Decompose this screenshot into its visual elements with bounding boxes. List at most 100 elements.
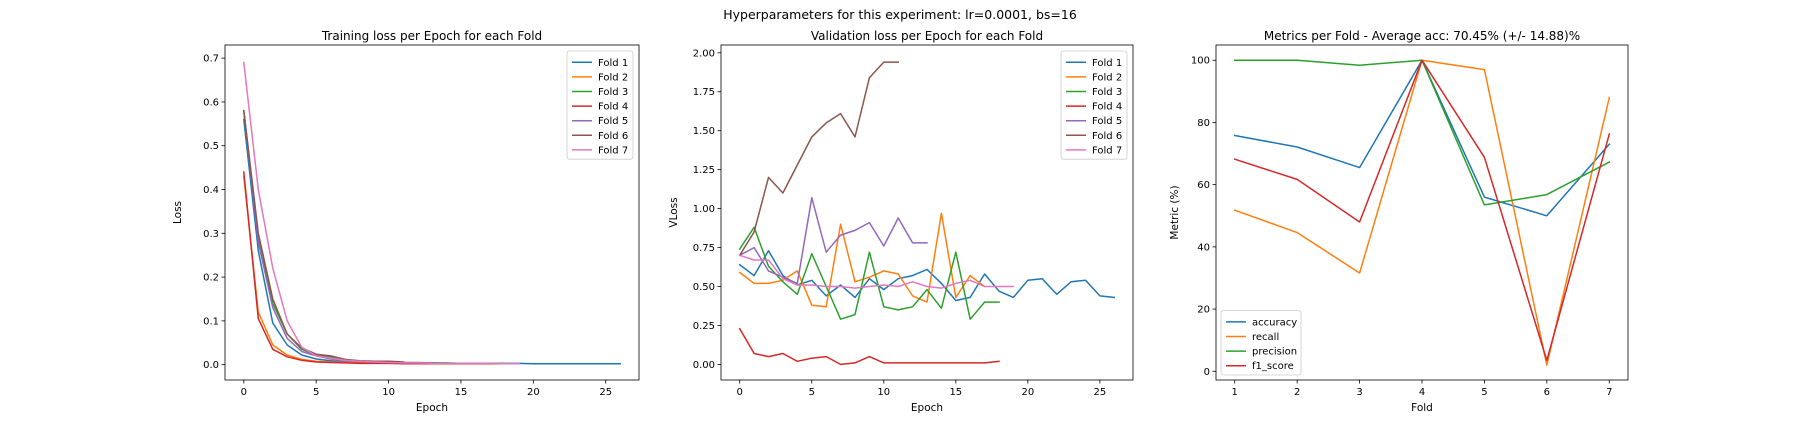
legend-label: Fold 5 [598,116,628,127]
x-tick-label: 0 [241,387,247,398]
x-tick-label: 20 [1021,387,1034,398]
y-tick-label: 1.50 [693,126,715,137]
x-axis-label: Epoch [416,402,448,414]
plot-area [738,61,1116,366]
x-tick-label: 2 [1294,387,1300,398]
legend-label: Fold 1 [598,58,628,69]
series-line-3 [1233,59,1611,206]
series-line-5 [738,196,928,285]
y-tick-label: 0 [1204,367,1210,378]
legend-box [566,50,634,160]
series-line-7 [738,254,1015,289]
y-tick-label: 0.3 [203,229,219,240]
x-tick-label: 4 [1419,387,1425,398]
legend-label: precision [1252,347,1297,358]
y-tick-label: 100 [1191,56,1210,67]
legend-label: Fold 2 [1092,72,1122,83]
x-tick-label: 25 [599,387,612,398]
series-line-3 [738,226,1000,320]
y-tick-label: 0.2 [203,273,219,284]
y-tick-label: 0.1 [203,316,219,327]
y-axis-label: VLoss [668,197,680,227]
series-line-4 [1233,59,1611,362]
legend-label: Fold 7 [1092,145,1122,156]
y-tick-label: 0.50 [693,282,715,293]
legend-label: Fold 6 [1092,131,1122,142]
x-tick-label: 20 [527,387,540,398]
x-axis-label: Fold [1411,402,1433,414]
legend: Fold 1 Fold 2 Fold 3 Fold 4 Fold 5 Fold 6 Fold… [566,50,634,160]
y-axis-label: Loss [172,201,184,224]
x-tick-label: 10 [877,387,890,398]
legend-box [1220,310,1302,376]
x-tick-label: 1 [1232,387,1238,398]
legend-label: Fold 1 [1092,58,1122,69]
legend-label: Fold 7 [598,145,628,156]
axes-frame [720,44,1134,381]
panel-title: Metrics per Fold - Average acc: 70.45% (… [1264,29,1580,43]
panel-validation-loss: Validation loss per Epoch for each Fold … [668,29,1134,414]
x-tick-label: 10 [382,387,395,398]
legend: accuracy recall precision f1_score [1220,310,1302,376]
x-axis-label: Epoch [911,402,943,414]
y-tick-label: 20 [1197,305,1210,316]
plot-area [1233,59,1611,366]
x-tick-label: 5 [809,387,815,398]
series-line-2 [738,212,986,308]
x-tick-label: 7 [1606,387,1612,398]
series-line-6 [242,109,404,363]
y-tick-label: 1.25 [693,165,715,176]
series-line-6 [738,61,899,257]
series-line-1 [1233,59,1611,217]
y-tick-label: 0.25 [693,321,715,332]
legend-label: recall [1252,332,1279,343]
x-tick-label: 5 [1481,387,1487,398]
series-line-4 [242,171,506,365]
y-tick-label: 0.6 [203,97,219,108]
y-tick-label: 0.0 [203,360,219,371]
legend-label: Fold 2 [598,72,628,83]
y-tick-label: 0.5 [203,141,219,152]
y-tick-label: 40 [1197,242,1210,253]
legend-label: Fold 4 [598,102,628,113]
y-tick-label: 0.4 [203,185,219,196]
series-line-2 [242,175,520,365]
panel-title: Training loss per Epoch for each Fold [321,29,542,43]
legend-label: Fold 5 [1092,116,1122,127]
x-tick-label: 6 [1544,387,1550,398]
legend: Fold 1 Fold 2 Fold 3 Fold 4 Fold 5 Fold 6 Fold… [1060,50,1128,160]
x-tick-label: 5 [313,387,319,398]
y-axis-label: Metric (%) [1169,185,1181,239]
axes-frame [224,44,640,381]
legend-label: Fold 6 [598,131,628,142]
y-tick-label: 0.7 [203,54,219,65]
x-tick-label: 25 [1094,387,1107,398]
series-line-1 [242,118,621,365]
x-tick-label: 15 [949,387,962,398]
series-line-4 [738,327,1000,366]
panel-training-loss: Training loss per Epoch for each Fold Ep… [172,29,640,414]
y-tick-label: 1.00 [693,204,715,215]
x-tick-label: 15 [455,387,468,398]
legend-label: Fold 3 [1092,87,1122,98]
legend-label: accuracy [1252,317,1297,328]
y-tick-label: 1.75 [693,87,715,98]
figure-suptitle: Hyperparameters for this experiment: lr=… [723,7,1077,22]
series-line-5 [242,109,433,364]
x-tick-label: 0 [737,387,743,398]
y-tick-label: 60 [1197,180,1210,191]
y-tick-label: 2.00 [693,48,715,59]
legend-label: f1_score [1252,361,1294,372]
y-tick-label: 80 [1197,118,1210,129]
plot-area [242,61,621,365]
series-line-7 [242,61,520,365]
legend-label: Fold 4 [1092,102,1122,113]
panel-title: Validation loss per Epoch for each Fold [811,29,1043,43]
y-tick-label: 0.75 [693,243,715,254]
legend-box [1060,50,1128,160]
panel-metrics-per-fold: Metrics per Fold - Average acc: 70.45% (… [1169,29,1629,414]
x-tick-label: 3 [1356,387,1362,398]
y-tick-label: 0.00 [693,360,715,371]
legend-label: Fold 3 [598,87,628,98]
